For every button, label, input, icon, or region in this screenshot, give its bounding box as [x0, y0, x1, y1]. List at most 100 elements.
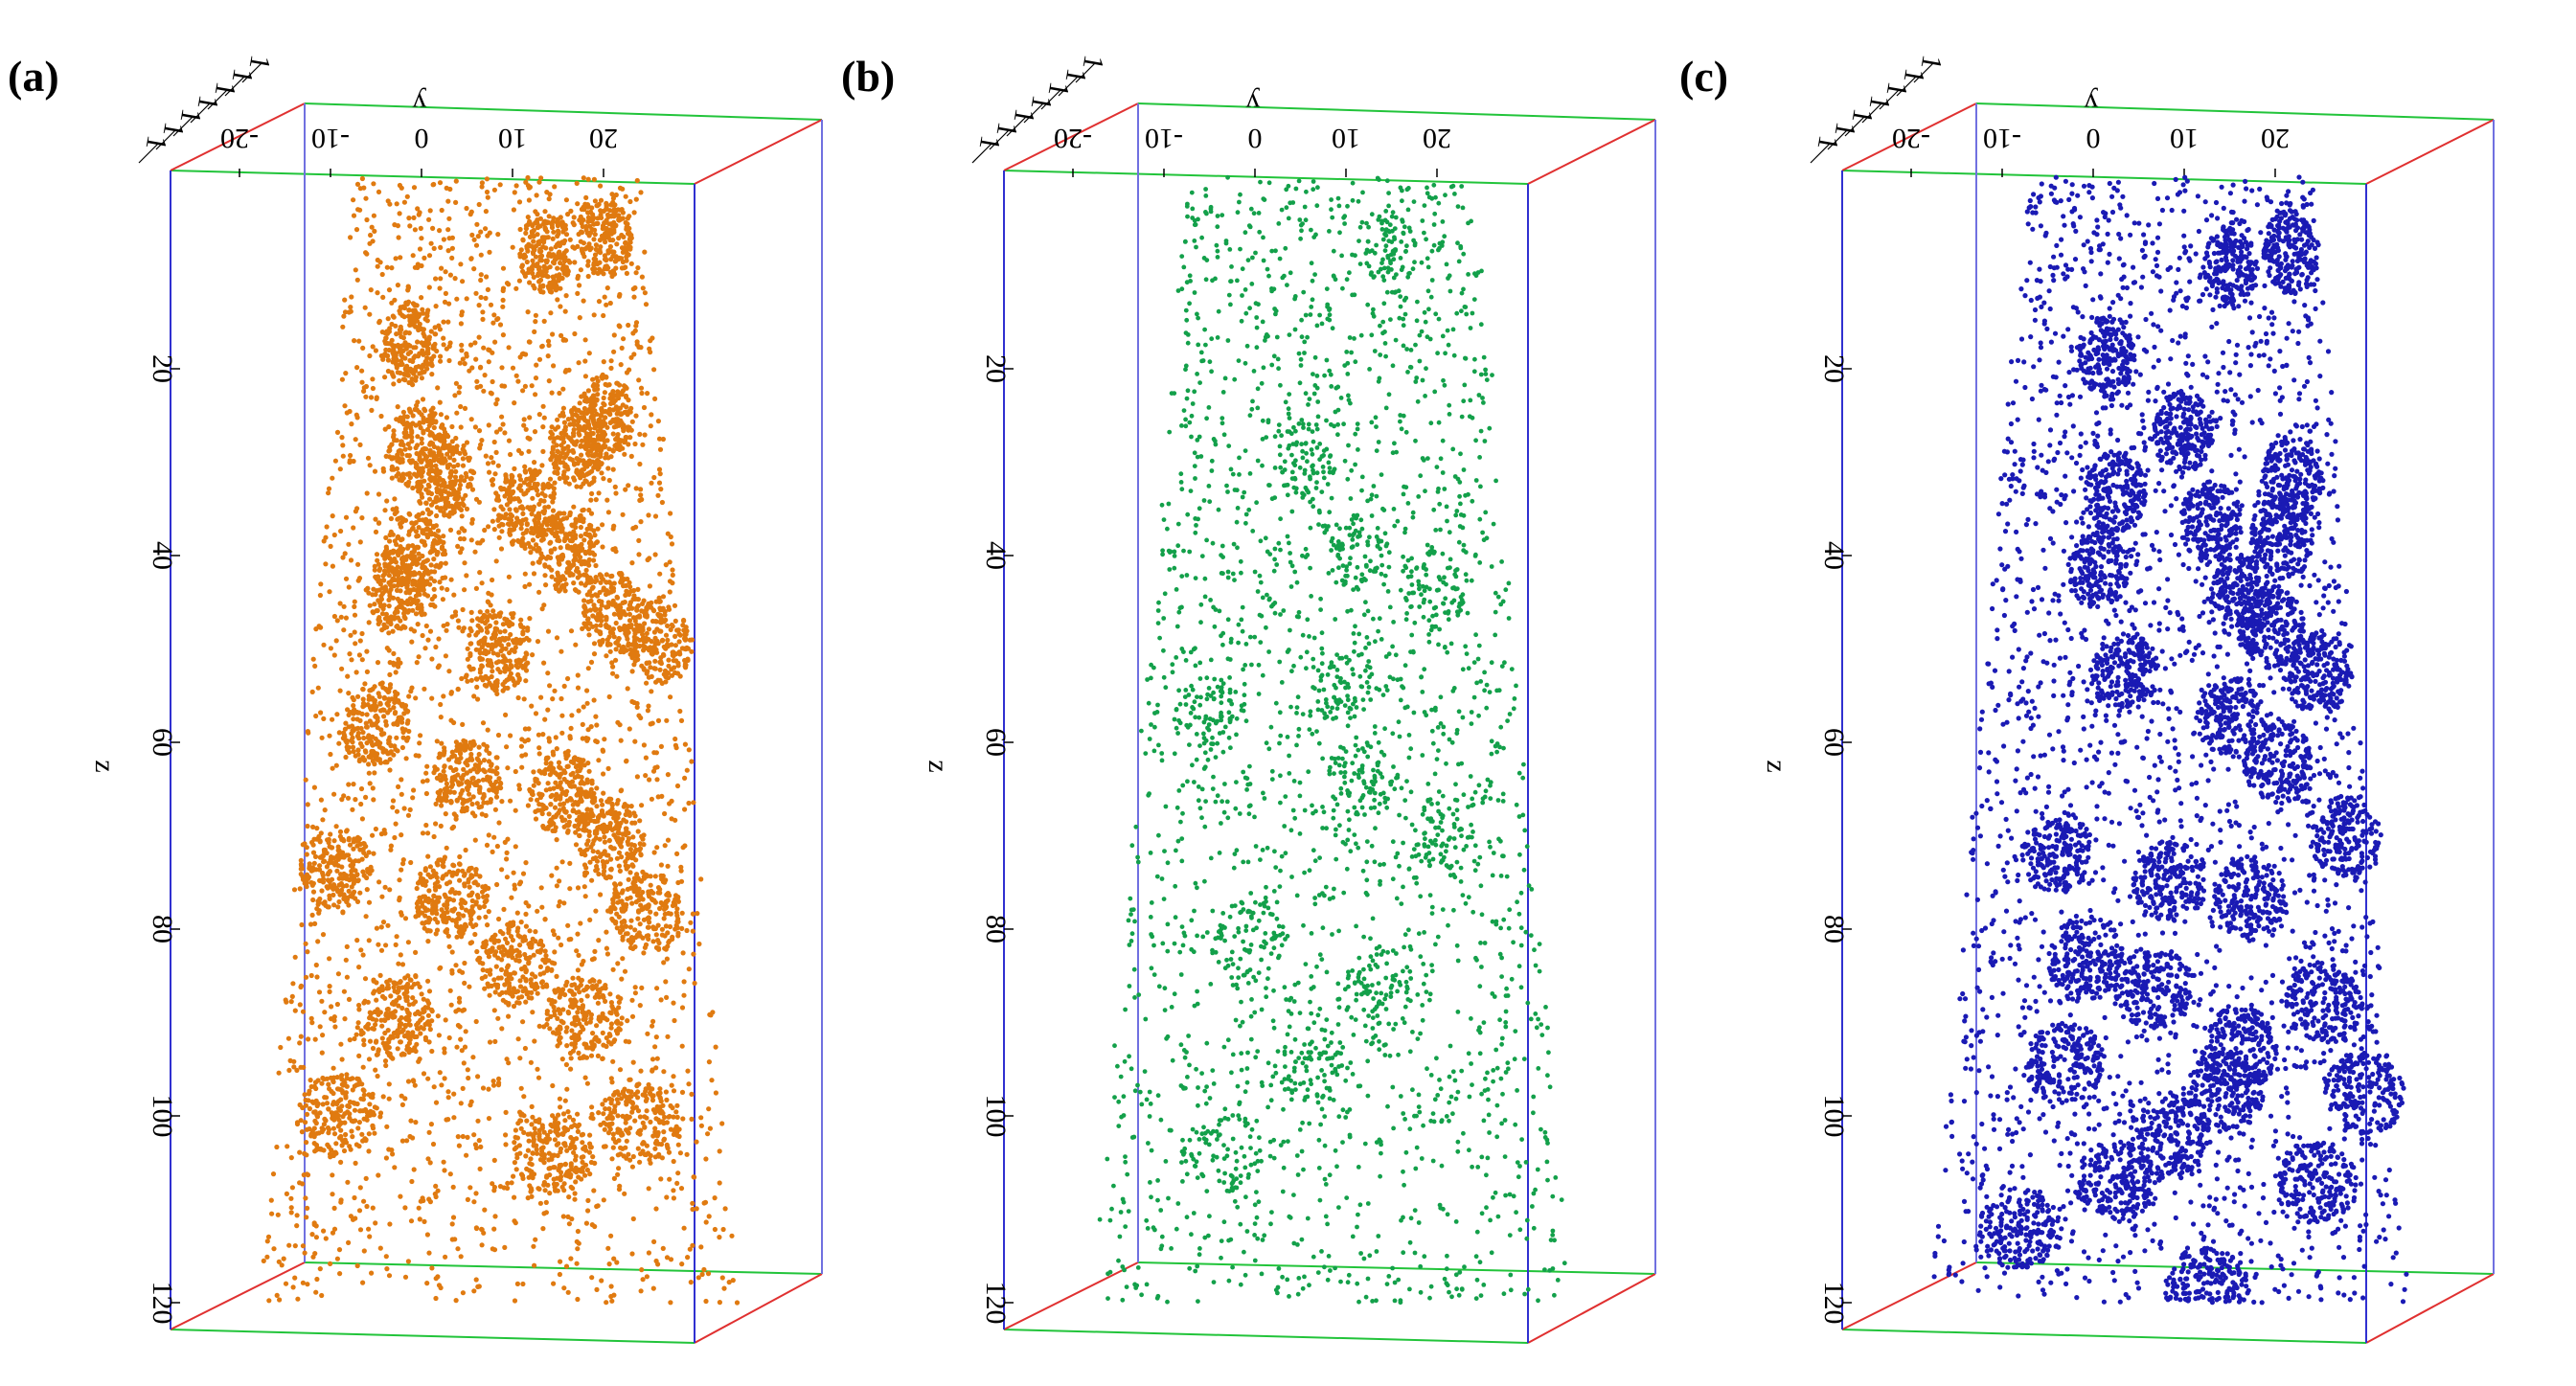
x-tick-label: 1	[209, 80, 242, 100]
data-point	[694, 1206, 699, 1212]
data-point	[372, 228, 377, 234]
data-point	[305, 1205, 310, 1211]
data-point	[499, 414, 505, 420]
data-point	[442, 1050, 447, 1056]
data-point	[349, 421, 354, 427]
data-point	[411, 586, 417, 593]
data-point	[526, 448, 532, 454]
data-point	[565, 1289, 571, 1295]
data-point	[436, 636, 442, 642]
data-point	[370, 385, 376, 392]
data-point	[392, 496, 398, 502]
data-point	[400, 409, 406, 415]
data-point	[388, 843, 394, 849]
data-point	[389, 466, 395, 472]
data-point	[351, 213, 357, 218]
data-point	[446, 491, 452, 498]
data-point	[506, 345, 512, 351]
data-point	[581, 423, 587, 429]
data-point	[508, 511, 513, 517]
data-point	[364, 712, 370, 717]
data-point	[372, 563, 377, 569]
data-point	[684, 1151, 690, 1157]
data-point	[581, 537, 587, 543]
data-point	[380, 294, 386, 300]
data-point	[535, 639, 541, 645]
data-point	[592, 198, 599, 204]
data-point	[398, 910, 404, 916]
data-point	[446, 1034, 452, 1041]
data-point	[485, 461, 491, 466]
data-point	[597, 419, 604, 424]
data-point	[467, 342, 474, 348]
data-point	[452, 1237, 458, 1242]
data-point	[586, 233, 592, 239]
data-point	[543, 269, 549, 275]
data-point	[506, 282, 512, 287]
data-point	[493, 558, 499, 564]
data-point	[591, 552, 598, 557]
data-point	[464, 205, 469, 212]
data-point	[399, 777, 404, 783]
data-point	[588, 659, 595, 666]
data-point	[556, 231, 561, 237]
data-point	[696, 941, 702, 947]
data-point	[643, 302, 650, 307]
data-point	[422, 369, 427, 375]
data-point	[491, 507, 497, 512]
x-tick-label: 1	[226, 66, 260, 86]
data-point	[486, 590, 491, 597]
data-point	[578, 534, 584, 539]
data-point	[569, 713, 575, 718]
data-point	[609, 202, 615, 208]
data-point	[480, 1085, 487, 1091]
data-point	[585, 388, 592, 394]
data-point	[653, 1034, 659, 1040]
data-point	[343, 957, 349, 963]
data-point	[532, 460, 537, 466]
data-point	[644, 680, 650, 686]
data-point	[519, 262, 526, 268]
data-point	[590, 266, 596, 272]
data-point	[360, 1280, 366, 1285]
data-point	[596, 758, 602, 763]
data-point	[560, 337, 566, 343]
data-point	[541, 415, 547, 420]
data-point	[304, 1215, 309, 1220]
data-point	[734, 1300, 741, 1306]
data-point	[563, 232, 570, 238]
data-point	[321, 642, 327, 648]
data-point	[563, 293, 569, 299]
data-point	[353, 641, 358, 647]
data-point	[469, 520, 475, 526]
data-point	[525, 627, 531, 633]
data-point	[432, 476, 438, 482]
data-point	[413, 444, 419, 451]
data-point	[582, 358, 588, 364]
data-point	[391, 314, 397, 320]
data-point	[486, 359, 491, 365]
data-point	[473, 1191, 479, 1196]
data-point	[650, 1023, 655, 1029]
data-point	[379, 271, 385, 278]
data-point	[344, 974, 350, 980]
data-point	[407, 357, 413, 363]
data-point	[512, 882, 517, 888]
data-point	[599, 1278, 604, 1284]
data-point	[367, 781, 373, 786]
data-point	[646, 1186, 651, 1192]
data-point	[538, 175, 544, 181]
data-point	[611, 249, 617, 255]
data-point	[529, 526, 535, 532]
data-point	[418, 225, 423, 231]
data-point	[438, 358, 444, 364]
data-point	[578, 468, 583, 474]
data-point	[419, 441, 424, 446]
data-point	[454, 296, 460, 302]
data-point	[572, 1196, 578, 1202]
data-point	[538, 498, 544, 504]
data-point	[557, 390, 562, 397]
data-point	[513, 1127, 519, 1133]
data-point	[701, 1266, 707, 1273]
data-point	[543, 582, 549, 588]
